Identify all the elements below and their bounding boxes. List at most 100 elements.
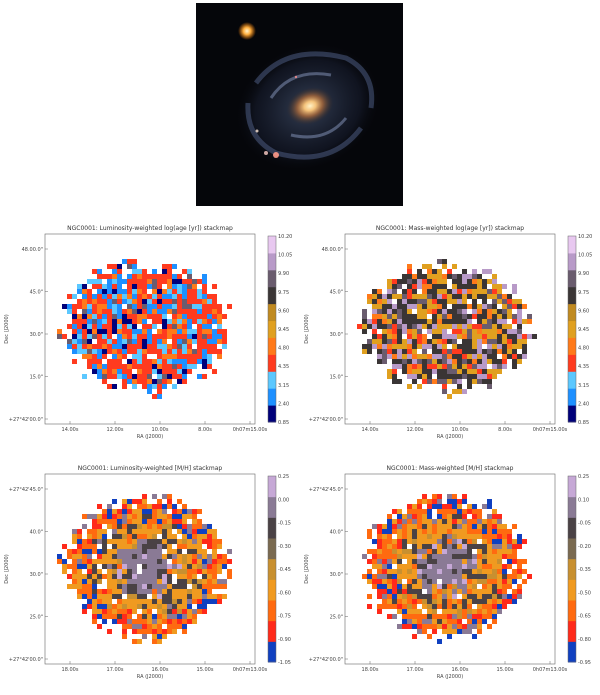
map-pixel [482,584,487,589]
map-pixel [92,574,97,579]
map-pixel [117,594,122,599]
colorbar-tick-label: -0.80 [578,637,591,643]
map-pixel [92,279,97,284]
map-pixel [92,309,97,314]
map-pixel [452,529,457,534]
map-pixel [92,579,97,584]
map-pixel [407,354,412,359]
map-pixel [162,579,167,584]
map-pixel [487,279,492,284]
map-pixel [392,279,397,284]
map-pixel [97,574,102,579]
map-pixel [217,334,222,339]
colorbar-segment [268,236,276,254]
map-pixel [187,274,192,279]
map-pixel [372,549,377,554]
map-pixel [467,344,472,349]
map-pixel [107,289,112,294]
map-pixel [467,314,472,319]
map-pixel [437,594,442,599]
map-pixel [492,349,497,354]
map-pixel [402,519,407,524]
map-pixel [107,334,112,339]
map-pixel [107,519,112,524]
map-pixel [112,524,117,529]
map-pixel [402,299,407,304]
map-pixel [97,354,102,359]
map-pixel [112,319,117,324]
map-pixel [182,519,187,524]
map-pixel [452,569,457,574]
map-pixel [427,269,432,274]
map-pixel [497,514,502,519]
map-pixel [132,339,137,344]
map-pixel [482,579,487,584]
map-pixel [167,574,172,579]
map-pixel [112,514,117,519]
map-pixel [142,354,147,359]
map-pixel [172,339,177,344]
map-pixel [117,519,122,524]
map-pixel [417,579,422,584]
map-pixel [197,289,202,294]
map-pixel [157,344,162,349]
map-pixel [447,589,452,594]
map-pixel [77,284,82,289]
map-pixel [127,564,132,569]
map-pixel [222,339,227,344]
map-pixel [407,554,412,559]
map-pixel [162,574,167,579]
map-pixel [152,394,157,399]
map-pixel [477,524,482,529]
map-pixel [467,504,472,509]
map-pixel [512,349,517,354]
map-pixel [97,334,102,339]
colorbar-segment [268,641,276,663]
map-pixel [487,379,492,384]
map-pixel [422,594,427,599]
map-pixel [417,619,422,624]
map-pixel [422,534,427,539]
map-pixel [92,359,97,364]
map-pixel [152,294,157,299]
map-pixel [172,619,177,624]
map-pixel [502,349,507,354]
map-pixel [142,339,147,344]
map-pixel [72,529,77,534]
map-pixel [92,584,97,589]
map-pixel [202,354,207,359]
map-pixel [152,364,157,369]
map-pixel [382,579,387,584]
map-pixel [192,549,197,554]
map-pixel [177,344,182,349]
map-pixel [212,304,217,309]
map-pixel [512,569,517,574]
map-pixel [462,604,467,609]
map-pixel [517,314,522,319]
map-pixel [192,534,197,539]
map-pixel [497,319,502,324]
map-pixel [437,334,442,339]
map-pixel [157,519,162,524]
map-pixel [427,549,432,554]
map-pixel [412,539,417,544]
colorbar-segment [568,517,576,539]
map-pixel [512,289,517,294]
map-pixel [127,304,132,309]
map-pixel [502,569,507,574]
map-pixel [417,584,422,589]
map-pixel [102,599,107,604]
map-pixel [452,354,457,359]
map-pixel [442,379,447,384]
map-pixel [142,554,147,559]
map-pixel [77,529,82,534]
map-pixel [77,559,82,564]
map-pixel [387,539,392,544]
map-pixel [452,494,457,499]
colorbar-segment [568,558,576,580]
map-pixel [162,354,167,359]
map-pixel [387,524,392,529]
map-pixel [92,299,97,304]
map-pixel [167,624,172,629]
map-pixel [462,579,467,584]
